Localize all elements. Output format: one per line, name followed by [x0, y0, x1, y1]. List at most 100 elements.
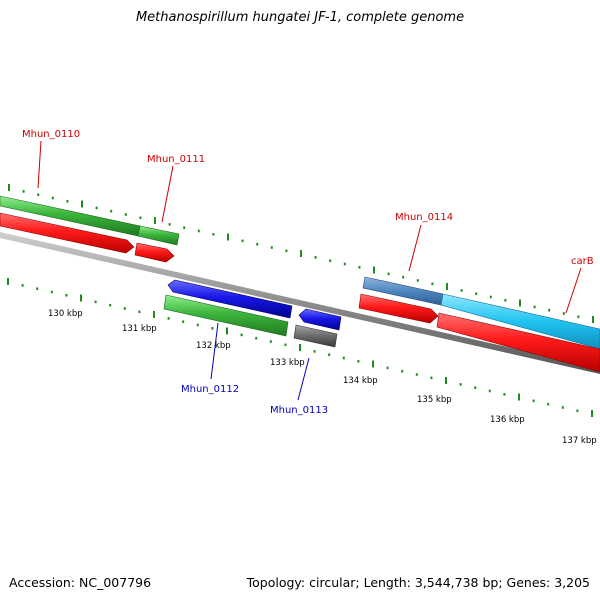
minor-tick: [139, 216, 142, 220]
gene-label-mhun-0113[interactable]: Mhun_0113: [270, 405, 328, 416]
scale-label: 134 kbp: [343, 376, 378, 386]
major-tick: [592, 316, 594, 323]
minor-tick: [503, 393, 506, 396]
minor-tick: [358, 266, 361, 269]
scale-label: 137 kbp: [562, 436, 597, 446]
minor-tick: [475, 292, 478, 295]
cds-feature-mhun-0114[interactable]: [358, 293, 439, 324]
major-tick: [372, 360, 374, 368]
minor-tick: [109, 303, 112, 307]
minor-tick: [255, 336, 258, 340]
minor-tick: [328, 353, 331, 356]
minor-tick: [285, 249, 288, 253]
minor-tick: [532, 399, 535, 403]
major-tick: [80, 294, 82, 302]
major-tick: [519, 299, 521, 307]
minor-tick: [313, 350, 316, 353]
major-tick: [227, 233, 229, 241]
label-leader-line: [210, 322, 219, 380]
gene-feature-mhun-0113[interactable]: [293, 324, 338, 348]
label-leader-line: [161, 165, 174, 223]
minor-tick: [474, 386, 477, 389]
minor-tick: [22, 190, 25, 193]
minor-tick: [50, 290, 53, 294]
minor-tick: [284, 343, 287, 347]
gene-label-mhun-0114[interactable]: Mhun_0114: [395, 212, 453, 223]
minor-tick: [548, 308, 551, 312]
accession-text: Accession: NC_007796: [9, 575, 152, 590]
minor-tick: [489, 295, 492, 299]
minor-tick: [430, 376, 433, 380]
minor-tick: [401, 369, 404, 373]
minor-tick: [576, 409, 579, 413]
minor-tick: [37, 193, 40, 196]
reverse-features: [163, 279, 342, 348]
minor-tick: [256, 242, 259, 246]
minor-tick: [402, 275, 405, 279]
minor-tick: [212, 233, 215, 236]
major-tick: [446, 283, 448, 290]
minor-tick: [459, 383, 462, 386]
genome-summary-text: Topology: circular; Length: 3,544,738 bp…: [246, 575, 590, 590]
label-leader-line: [565, 267, 582, 314]
cds-feature-mhun-0112[interactable]: [167, 279, 293, 319]
minor-tick: [415, 373, 418, 376]
gene-label-mhun-0112[interactable]: Mhun_0112: [181, 384, 239, 395]
minor-tick: [357, 360, 360, 363]
major-tick: [518, 393, 520, 401]
cds-feature-mhun-0111[interactable]: [134, 242, 175, 263]
minor-tick: [65, 294, 68, 297]
gene-feature-mhun-0111[interactable]: [137, 225, 180, 246]
gene-feature-mhun-0112[interactable]: [163, 294, 289, 337]
minor-tick: [168, 223, 171, 226]
minor-tick: [51, 196, 54, 200]
minor-tick: [314, 256, 317, 259]
cds-feature-mhun-0110[interactable]: [0, 212, 135, 254]
minor-tick: [561, 406, 564, 409]
major-tick: [445, 377, 447, 384]
minor-tick: [547, 402, 550, 406]
minor-tick: [240, 333, 243, 337]
minor-tick: [182, 320, 185, 323]
minor-tick: [562, 312, 565, 315]
minor-tick: [94, 300, 97, 304]
label-leader-line: [37, 140, 42, 189]
scale-labels: 130 kbp 131 kbp 132 kbp 133 kbp 134 kbp 135 k…: [48, 309, 597, 446]
scale-label: 130 kbp: [48, 309, 83, 319]
minor-tick: [211, 327, 214, 330]
forward-features: [0, 195, 600, 373]
major-tick: [153, 311, 155, 318]
scale-label: 133 kbp: [270, 358, 305, 368]
label-leader-line: [408, 224, 422, 272]
gene-label-mhun-0110[interactable]: Mhun_0110: [22, 129, 80, 140]
minor-tick: [167, 317, 170, 320]
major-tick: [300, 250, 302, 257]
minor-tick: [241, 239, 244, 243]
minor-tick: [386, 366, 389, 370]
major-tick: [7, 278, 9, 285]
gene-feature-carb[interactable]: [440, 293, 600, 350]
map-title: Methanospirillum hungatei JF-1, complete…: [135, 10, 465, 25]
minor-tick: [138, 310, 141, 314]
major-tick: [154, 217, 156, 224]
major-tick: [81, 200, 83, 208]
scale-label: 132 kbp: [196, 341, 231, 351]
gene-label-mhun-0111[interactable]: Mhun_0111: [147, 154, 205, 165]
ruler-ticks: [7, 184, 594, 417]
gene-labels: Mhun_0110 Mhun_0111 Mhun_0112 Mhun_0113 Mhun…: [22, 129, 594, 416]
minor-tick: [533, 305, 536, 309]
major-tick: [299, 344, 301, 351]
minor-tick: [577, 315, 580, 319]
label-leader-line: [297, 357, 310, 401]
minor-tick: [197, 229, 200, 233]
minor-tick: [488, 389, 491, 393]
minor-tick: [66, 200, 69, 203]
cds-feature-carb[interactable]: [436, 312, 600, 373]
gene-label-carb[interactable]: carB: [571, 256, 594, 267]
minor-tick: [123, 307, 126, 310]
minor-tick: [110, 209, 113, 213]
cds-feature-mhun-0113[interactable]: [298, 308, 342, 331]
minor-tick: [504, 299, 507, 302]
scale-label: 135 kbp: [417, 395, 452, 405]
